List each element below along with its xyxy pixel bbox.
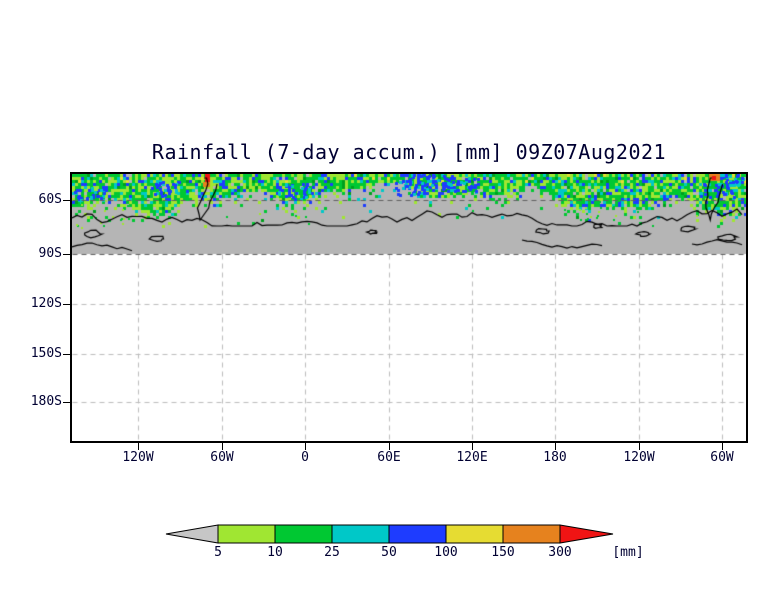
y-tick-label: 120S bbox=[30, 296, 62, 311]
x-tick-mark bbox=[722, 443, 723, 450]
colorbar-left-arrow bbox=[165, 524, 219, 544]
colorbar-right-arrow bbox=[559, 524, 614, 544]
colorbar-segment bbox=[274, 524, 333, 544]
y-tick-mark bbox=[63, 354, 70, 355]
x-tick-label: 60W bbox=[710, 450, 734, 465]
colorbar-segment bbox=[331, 524, 390, 544]
y-tick-label: 90S bbox=[38, 246, 62, 261]
chart-title: Rainfall (7-day accum.) [mm] 09Z07Aug202… bbox=[151, 140, 667, 164]
colorbar-segment bbox=[502, 524, 561, 544]
x-tick-label: 180 bbox=[543, 450, 567, 465]
x-tick-mark bbox=[138, 443, 139, 450]
colorbar-level-label: 50 bbox=[381, 545, 397, 560]
colorbar-level-label: 5 bbox=[214, 545, 222, 560]
x-tick-mark bbox=[305, 443, 306, 450]
x-tick-label: 120W bbox=[122, 450, 154, 465]
x-tick-label: 60E bbox=[377, 450, 401, 465]
x-tick-mark bbox=[472, 443, 473, 450]
colorbar-level-label: 150 bbox=[491, 545, 515, 560]
y-tick-label: 180S bbox=[30, 394, 62, 409]
colorbar-level-label: 10 bbox=[267, 545, 283, 560]
y-tick-mark bbox=[63, 200, 70, 201]
colorbar-units-label: [mm] bbox=[612, 545, 644, 560]
x-tick-label: 120E bbox=[456, 450, 488, 465]
x-tick-mark bbox=[389, 443, 390, 450]
colorbar-segment bbox=[445, 524, 504, 544]
colorbar bbox=[163, 524, 623, 544]
x-tick-label: 60W bbox=[210, 450, 234, 465]
y-tick-mark bbox=[63, 304, 70, 305]
x-tick-label: 0 bbox=[301, 450, 309, 465]
colorbar-segment bbox=[388, 524, 447, 544]
y-tick-label: 150S bbox=[30, 346, 62, 361]
x-tick-mark bbox=[639, 443, 640, 450]
x-tick-mark bbox=[222, 443, 223, 450]
x-tick-mark bbox=[555, 443, 556, 450]
colorbar-level-label: 300 bbox=[548, 545, 572, 560]
y-tick-mark bbox=[63, 402, 70, 403]
x-tick-label: 120W bbox=[623, 450, 655, 465]
rainfall-map-canvas bbox=[72, 174, 746, 441]
colorbar-level-label: 100 bbox=[434, 545, 458, 560]
y-tick-mark bbox=[63, 254, 70, 255]
colorbar-level-label: 25 bbox=[324, 545, 340, 560]
map-plot-frame bbox=[70, 172, 748, 443]
colorbar-svg bbox=[165, 524, 614, 544]
y-tick-label: 60S bbox=[38, 192, 62, 207]
colorbar-segment bbox=[217, 524, 276, 544]
